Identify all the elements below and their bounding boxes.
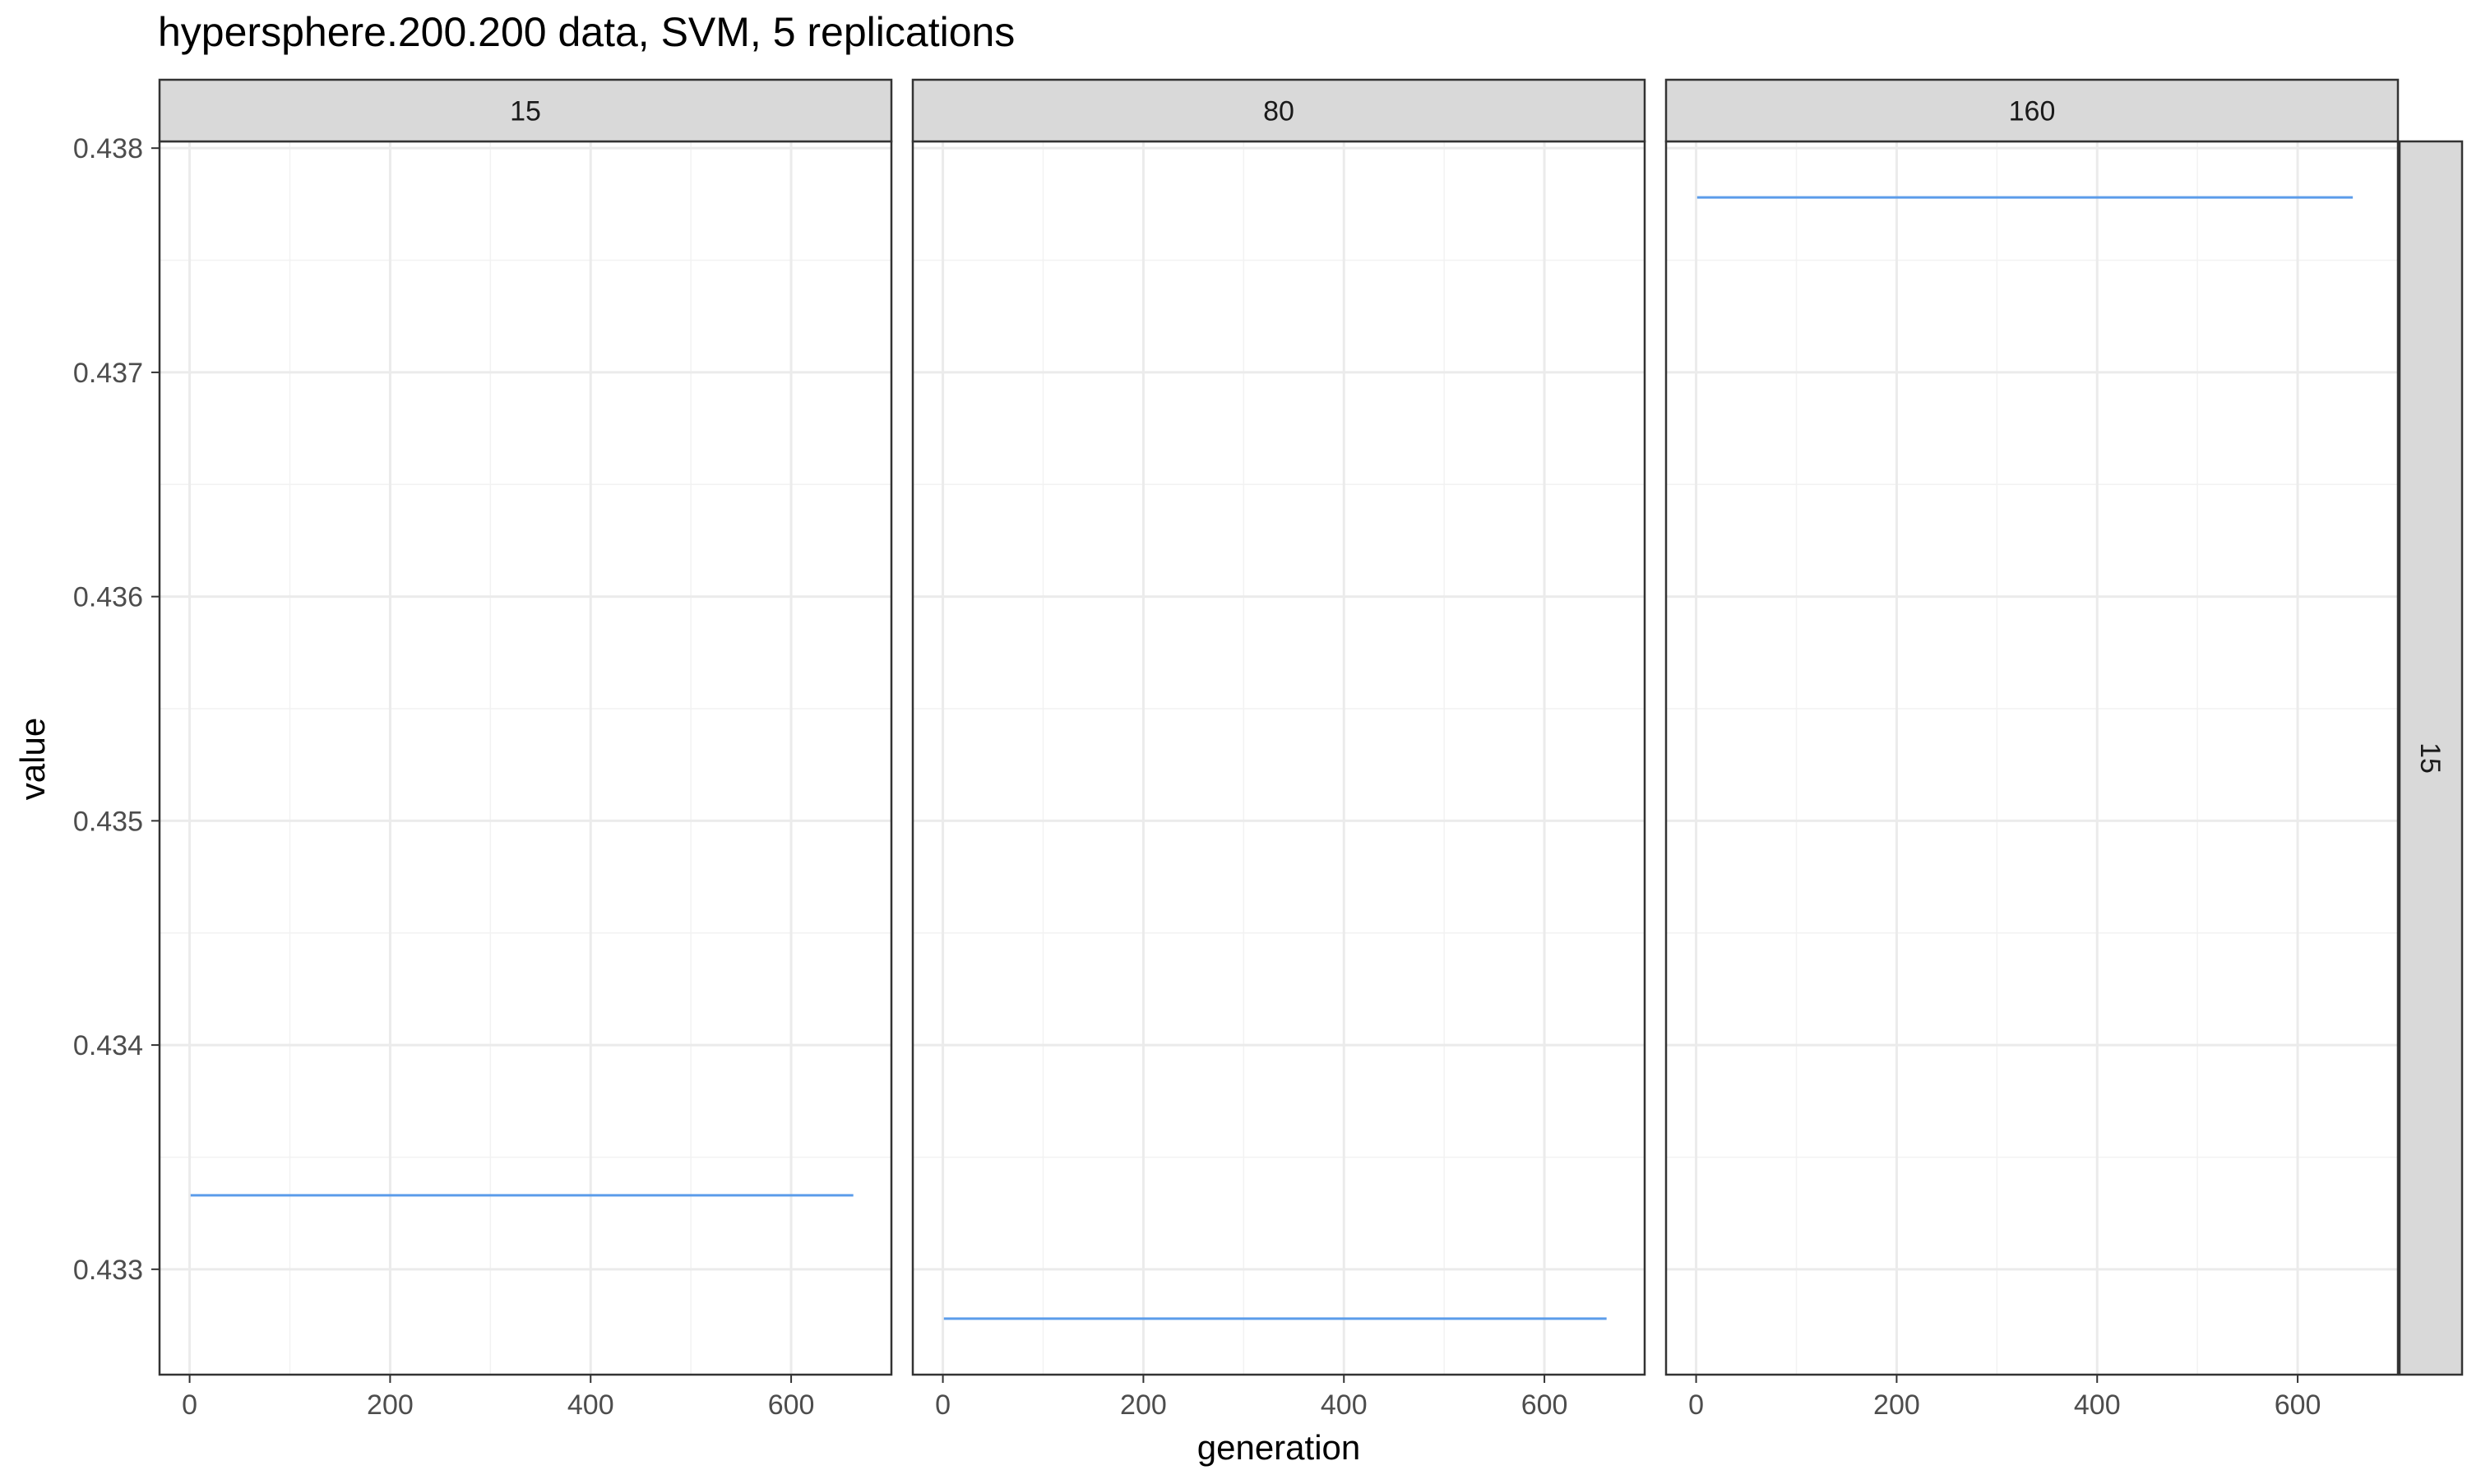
- facet-panel-80: 80 0 200 400 600: [911, 78, 1646, 1421]
- y-axis-label: value: [13, 718, 52, 800]
- x-tick-label: 200: [1873, 1389, 1920, 1421]
- chart-title: hypersphere.200.200 data, SVM, 5 replica…: [158, 9, 1015, 55]
- x-tick-label: 400: [2074, 1389, 2121, 1421]
- x-tick-label: 400: [567, 1389, 614, 1421]
- facet-panel-15: 15 0 200 400 600: [158, 78, 893, 1421]
- x-tick-label: 600: [768, 1389, 815, 1421]
- y-tick-label: 0.433: [73, 1255, 143, 1286]
- y-tick-label: 0.436: [73, 582, 143, 613]
- x-tick-label: 0: [1688, 1389, 1704, 1421]
- facet-strip: [158, 78, 893, 143]
- facet-strip: [1664, 78, 2400, 143]
- x-tick-label: 0: [182, 1389, 197, 1421]
- facet-strip: [911, 78, 1646, 143]
- x-axis-label: generation: [1197, 1428, 1361, 1467]
- facet-strip-label: 15: [510, 96, 541, 127]
- y-tick-label: 0.434: [73, 1030, 143, 1061]
- row-strip-label: 15: [2414, 742, 2446, 774]
- facet-strip-label: 80: [1263, 96, 1294, 127]
- x-tick-label: 600: [1521, 1389, 1568, 1421]
- y-tick-label: 0.438: [73, 133, 143, 164]
- facet-panel-160: 160 0 200 400 600: [1664, 78, 2400, 1421]
- row-strip: [2398, 140, 2464, 1376]
- panels-layer: 0.433 0.434 0.435 0.436 0.437 0.438 15 0 200 400 6…: [73, 78, 2464, 1421]
- x-tick-label: 200: [1120, 1389, 1167, 1421]
- facet-strip-label: 160: [2009, 96, 2056, 127]
- x-tick-label: 400: [1321, 1389, 1368, 1421]
- y-tick-label: 0.435: [73, 806, 143, 837]
- x-tick-label: 600: [2275, 1389, 2321, 1421]
- x-tick-label: 200: [367, 1389, 414, 1421]
- x-tick-label: 0: [935, 1389, 951, 1421]
- y-tick-label: 0.437: [73, 358, 143, 389]
